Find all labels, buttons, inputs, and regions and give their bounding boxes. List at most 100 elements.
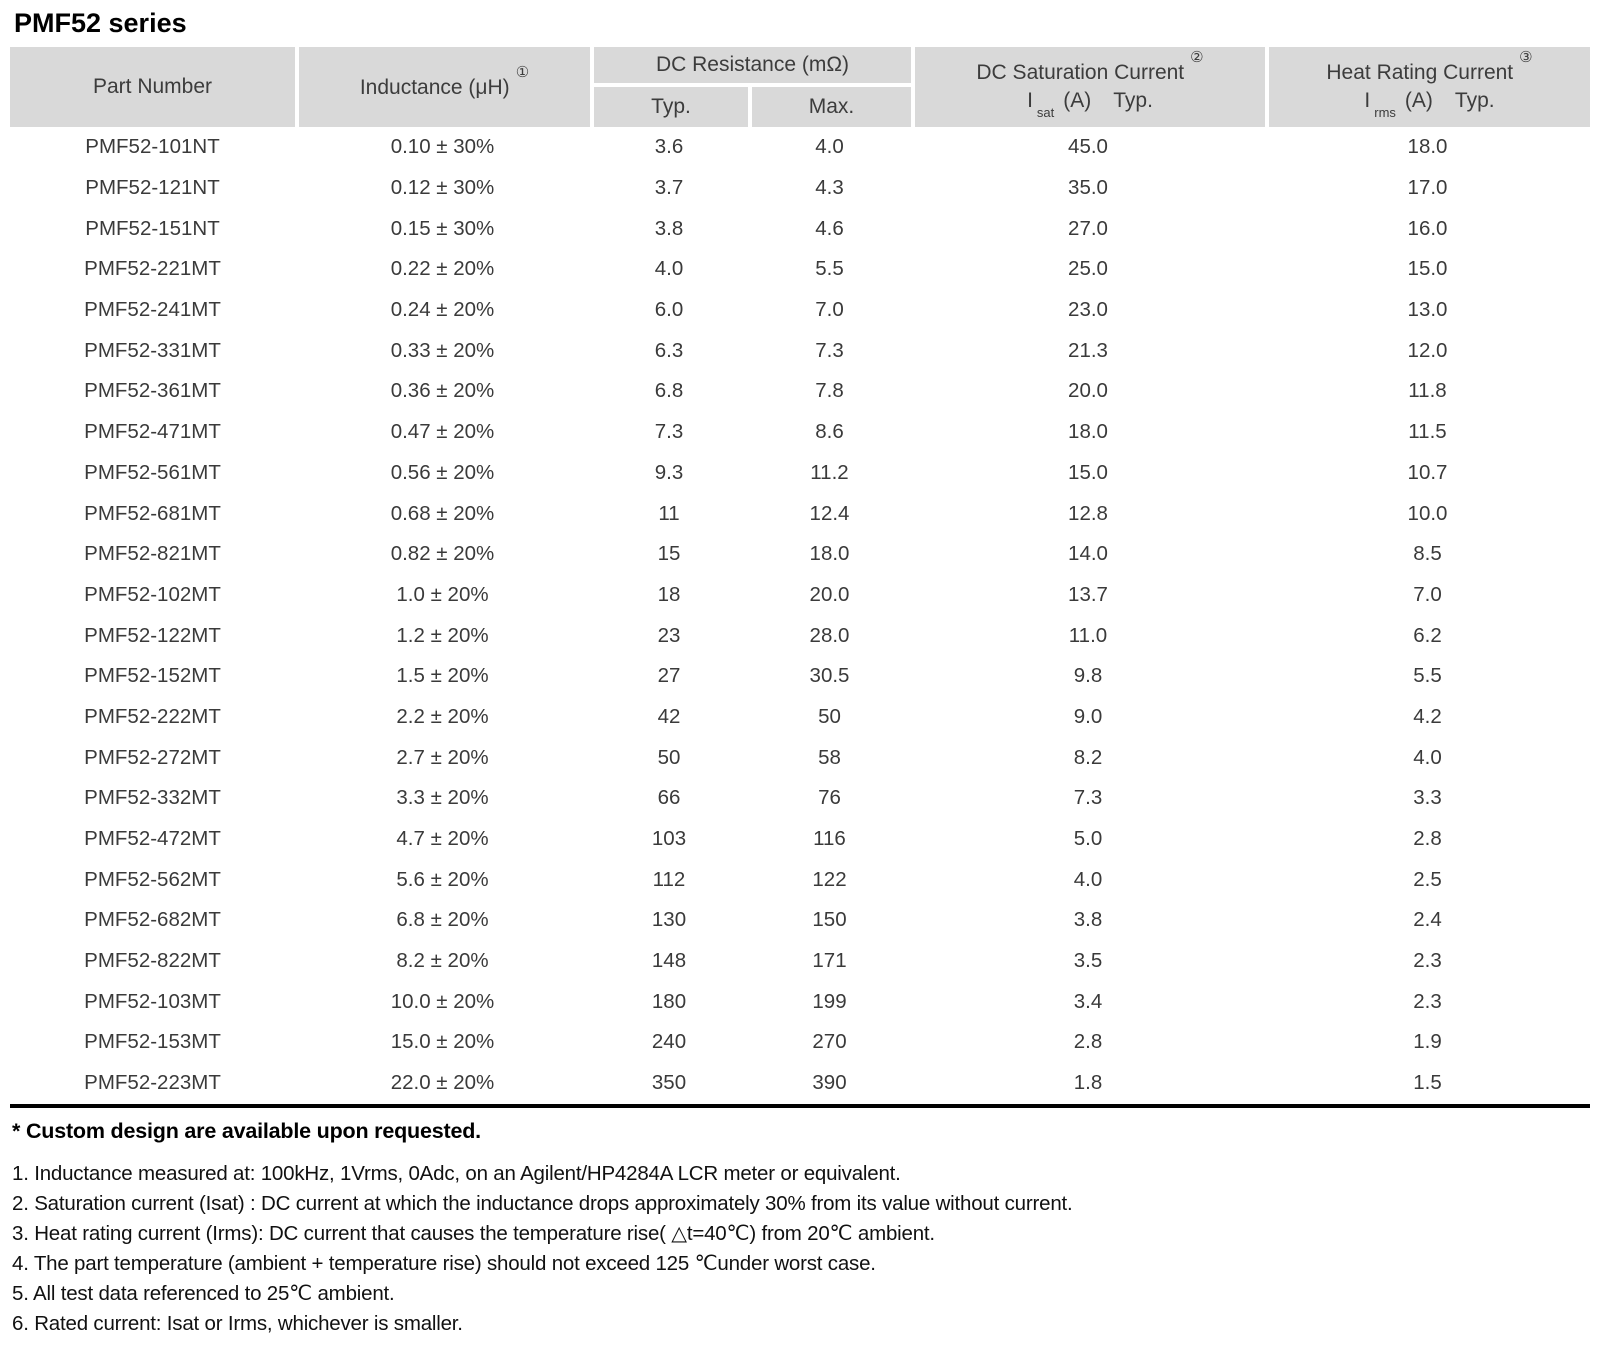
dcr-typ-cell: 6.8: [590, 371, 748, 412]
part-number-cell: PMF52-332MT: [10, 778, 295, 819]
footnote-line: 4. The part temperature (ambient + tempe…: [12, 1251, 876, 1275]
inductance-cell: 0.68 ± 20%: [295, 493, 590, 534]
saturation-current-cell: 45.0: [911, 127, 1265, 168]
saturation-current-cell: 9.0: [911, 696, 1265, 738]
saturation-current-cell: 23.0: [911, 289, 1265, 331]
saturation-current-cell: 25.0: [911, 249, 1265, 290]
saturation-current-cell: 1.8: [911, 1062, 1265, 1104]
table-bottom-rule: [10, 1103, 1590, 1108]
dcr-typ-cell: 112: [590, 859, 748, 901]
inductance-cell: 10.0 ± 20%: [295, 981, 590, 1023]
heat-rating-cell: 16.0: [1265, 208, 1590, 250]
dcr-typ-cell: 240: [590, 1022, 748, 1063]
table-row: PMF52-562MT 5.6 ± 20% 112 122 4.0 2.5: [10, 859, 1590, 901]
dcr-typ-cell: 6.0: [590, 289, 748, 331]
part-number-cell: PMF52-361MT: [10, 371, 295, 412]
table-row: PMF52-561MT 0.56 ± 20% 9.3 11.2 15.0 10.7: [10, 452, 1590, 494]
part-number-cell: PMF52-152MT: [10, 655, 295, 697]
dcr-typ-cell: 3.8: [590, 208, 748, 250]
heat-rating-cell: 2.8: [1265, 818, 1590, 860]
inductance-cell: 1.0 ± 20%: [295, 574, 590, 616]
dcr-max-cell: 18.0: [748, 533, 911, 575]
heat-rating-cell: 10.0: [1265, 493, 1590, 534]
part-number-cell: PMF52-681MT: [10, 493, 295, 534]
header-dc-saturation-units: Isat(A) Typ.: [1027, 88, 1153, 121]
footnote-ref-2-icon: ②: [1190, 48, 1204, 66]
saturation-current-cell: 3.8: [911, 900, 1265, 941]
saturation-current-cell: 14.0: [911, 533, 1265, 575]
inductance-cell: 3.3 ± 20%: [295, 778, 590, 819]
part-number-cell: PMF52-821MT: [10, 533, 295, 575]
dcr-max-cell: 7.3: [748, 330, 911, 372]
dcr-typ-cell: 4.0: [590, 249, 748, 290]
page-title: PMF52 series: [14, 8, 187, 38]
dcr-max-cell: 12.4: [748, 493, 911, 534]
heat-rating-cell: 8.5: [1265, 533, 1590, 575]
inductance-cell: 0.10 ± 30%: [295, 127, 590, 168]
part-number-cell: PMF52-472MT: [10, 818, 295, 860]
table-row: PMF52-241MT 0.24 ± 20% 6.0 7.0 23.0 13.0: [10, 289, 1590, 331]
dcr-max-cell: 76: [748, 778, 911, 819]
part-number-cell: PMF52-561MT: [10, 452, 295, 494]
dcr-max-cell: 5.5: [748, 249, 911, 290]
dcr-max-cell: 390: [748, 1062, 911, 1104]
dcr-max-cell: 58: [748, 737, 911, 778]
table-row: PMF52-101NT 0.10 ± 30% 3.6 4.0 45.0 18.0: [10, 127, 1590, 168]
table-row: PMF52-121NT 0.12 ± 30% 3.7 4.3 35.0 17.0: [10, 167, 1590, 209]
inductance-cell: 0.33 ± 20%: [295, 330, 590, 372]
saturation-current-cell: 5.0: [911, 818, 1265, 860]
saturation-current-cell: 15.0: [911, 452, 1265, 494]
dcr-typ-cell: 18: [590, 574, 748, 616]
footnote-ref-3-icon: ③: [1519, 48, 1533, 66]
heat-rating-cell: 10.7: [1265, 452, 1590, 494]
footnote-line: 1. Inductance measured at: 100kHz, 1Vrms…: [12, 1161, 901, 1185]
custom-design-note: * Custom design are available upon reque…: [12, 1118, 481, 1143]
dcr-max-cell: 199: [748, 981, 911, 1023]
header-inductance-label: Inductance (μH): [359, 75, 510, 99]
inductance-cell: 0.36 ± 20%: [295, 371, 590, 412]
inductance-cell: 0.15 ± 30%: [295, 208, 590, 250]
table-row: PMF52-272MT 2.7 ± 20% 50 58 8.2 4.0: [10, 737, 1590, 778]
part-number-cell: PMF52-471MT: [10, 411, 295, 453]
table-row: PMF52-331MT 0.33 ± 20% 6.3 7.3 21.3 12.0: [10, 330, 1590, 372]
dcr-typ-cell: 50: [590, 737, 748, 778]
saturation-current-cell: 9.8: [911, 655, 1265, 697]
dcr-max-cell: 11.2: [748, 452, 911, 494]
header-dc-saturation: DC Saturation Current ② Isat(A) Typ.: [911, 47, 1265, 127]
part-number-cell: PMF52-223MT: [10, 1062, 295, 1104]
dcr-typ-cell: 66: [590, 778, 748, 819]
saturation-current-cell: 21.3: [911, 330, 1265, 372]
dcr-typ-cell: 23: [590, 615, 748, 656]
inductance-cell: 0.47 ± 20%: [295, 411, 590, 453]
header-part-number-label: Part Number: [92, 74, 213, 98]
header-heat-rating-units: Irms(A) Typ.: [1364, 88, 1495, 121]
part-number-cell: PMF52-331MT: [10, 330, 295, 372]
spec-table: Part Number Inductance (μH) ① DC Resistan…: [10, 47, 1590, 1104]
dcr-max-cell: 50: [748, 696, 911, 738]
heat-rating-cell: 2.3: [1265, 981, 1590, 1023]
spec-table-body: PMF52-101NT 0.10 ± 30% 3.6 4.0 45.0 18.0 PMF52…: [10, 127, 1590, 1104]
dcr-typ-cell: 15: [590, 533, 748, 575]
inductance-cell: 2.2 ± 20%: [295, 696, 590, 738]
footnotes-list: 1. Inductance measured at: 100kHz, 1Vrms…: [10, 1159, 1590, 1339]
saturation-current-cell: 4.0: [911, 859, 1265, 901]
heat-rating-cell: 2.4: [1265, 900, 1590, 941]
inductance-cell: 1.5 ± 20%: [295, 655, 590, 697]
heat-rating-cell: 15.0: [1265, 249, 1590, 290]
heat-rating-cell: 11.8: [1265, 371, 1590, 412]
footnote-ref-1-icon: ①: [515, 63, 530, 81]
table-row: PMF52-222MT 2.2 ± 20% 42 50 9.0 4.2: [10, 696, 1590, 738]
dcr-max-cell: 270: [748, 1022, 911, 1063]
dcr-typ-cell: 7.3: [590, 411, 748, 453]
footnote-line: 6. Rated current: Isat or Irms, whicheve…: [12, 1311, 463, 1335]
dcr-max-cell: 7.0: [748, 289, 911, 331]
saturation-current-cell: 7.3: [911, 778, 1265, 819]
table-row: PMF52-153MT 15.0 ± 20% 240 270 2.8 1.9: [10, 1022, 1590, 1063]
table-row: PMF52-471MT 0.47 ± 20% 7.3 8.6 18.0 11.5: [10, 411, 1590, 453]
table-row: PMF52-151NT 0.15 ± 30% 3.8 4.6 27.0 16.0: [10, 208, 1590, 250]
heat-rating-cell: 12.0: [1265, 330, 1590, 372]
saturation-current-cell: 18.0: [911, 411, 1265, 453]
dcr-typ-cell: 27: [590, 655, 748, 697]
heat-rating-cell: 4.2: [1265, 696, 1590, 738]
part-number-cell: PMF52-121NT: [10, 167, 295, 209]
